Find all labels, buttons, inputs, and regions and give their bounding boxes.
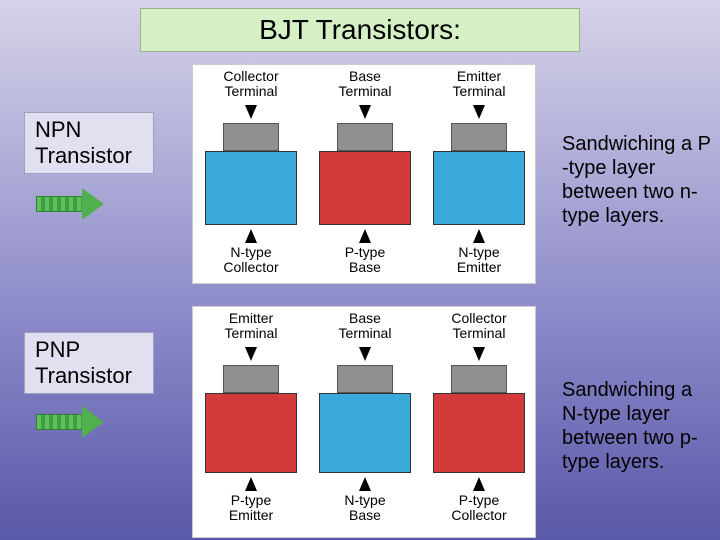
pnp-label: PNP Transistor [35, 337, 132, 388]
page-title: BJT Transistors: [259, 14, 461, 46]
pnp-desc-text: Sandwiching a N-type layer between two p… [562, 379, 698, 473]
pnp-body-2 [433, 393, 525, 473]
pnp-body-0 [205, 393, 297, 473]
npn-cap-1 [337, 123, 393, 151]
npn-bot-arr-0 [245, 229, 257, 243]
npn-bot-label-1: P-type Base [315, 245, 415, 274]
pnp-cap-1 [337, 365, 393, 393]
npn-bot-label-0: N-type Collector [201, 245, 301, 274]
npn-top-label-0: Collector Terminal [201, 69, 301, 98]
npn-body-1 [319, 151, 411, 225]
pnp-top-label-2: Collector Terminal [429, 311, 529, 340]
pnp-bot-arr-0 [245, 477, 257, 491]
npn-bot-label-2: N-type Emitter [429, 245, 529, 274]
npn-cap-0 [223, 123, 279, 151]
npn-label: NPN Transistor [35, 117, 132, 168]
npn-description: Sandwiching a P -type layer between two … [562, 132, 712, 228]
pnp-top-arr-0 [245, 347, 257, 361]
pnp-bot-label-0: P-type Emitter [201, 493, 301, 522]
npn-diagram: Collector Terminal Base Terminal Emitter… [192, 64, 536, 284]
npn-label-box: NPN Transistor [24, 112, 154, 174]
npn-top-label-1: Base Terminal [315, 69, 415, 98]
pnp-bot-arr-1 [359, 477, 371, 491]
pnp-bot-label-2: P-type Collector [429, 493, 529, 522]
pnp-top-arr-1 [359, 347, 371, 361]
npn-desc-text: Sandwiching a P -type layer between two … [562, 133, 711, 227]
npn-top-arr-2 [473, 105, 485, 119]
pnp-top-label-0: Emitter Terminal [201, 311, 301, 340]
pnp-top-label-1: Base Terminal [315, 311, 415, 340]
npn-top-arr-0 [245, 105, 257, 119]
page-title-box: BJT Transistors: [140, 8, 580, 52]
pnp-description: Sandwiching a N-type layer between two p… [562, 378, 712, 474]
npn-top-label-2: Emitter Terminal [429, 69, 529, 98]
pnp-bot-arr-2 [473, 477, 485, 491]
npn-cap-2 [451, 123, 507, 151]
pnp-cap-0 [223, 365, 279, 393]
pnp-top-arr-2 [473, 347, 485, 361]
pnp-diagram: Emitter Terminal Base Terminal Collector… [192, 306, 536, 538]
pnp-body-1 [319, 393, 411, 473]
npn-bot-arr-1 [359, 229, 371, 243]
pnp-cap-2 [451, 365, 507, 393]
pnp-label-box: PNP Transistor [24, 332, 154, 394]
npn-body-2 [433, 151, 525, 225]
npn-bot-arr-2 [473, 229, 485, 243]
npn-body-0 [205, 151, 297, 225]
pnp-bot-label-1: N-type Base [315, 493, 415, 522]
npn-top-arr-1 [359, 105, 371, 119]
